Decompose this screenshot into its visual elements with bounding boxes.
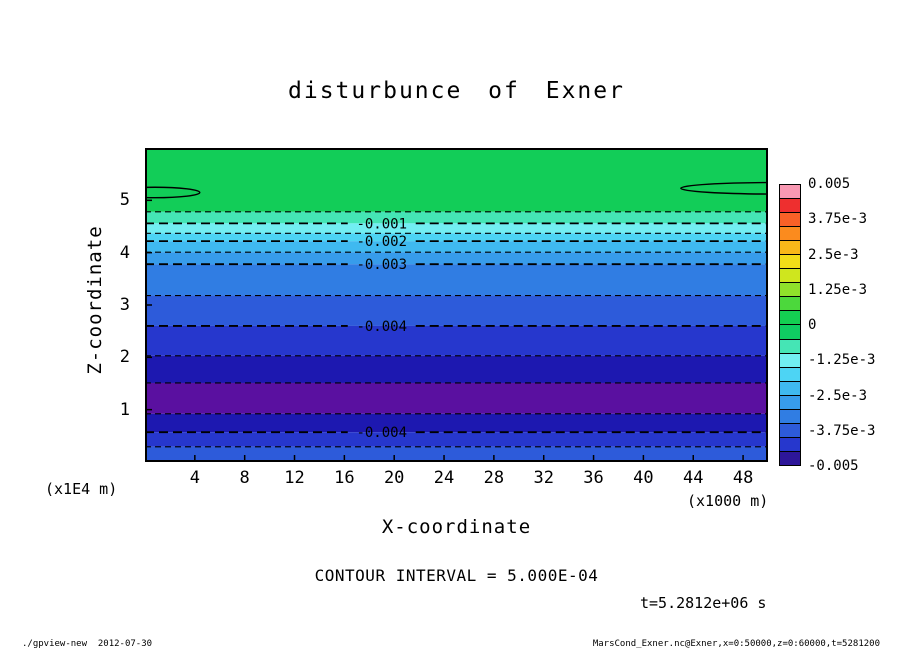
contour-band (145, 264, 768, 296)
x-tick-label: 44 (682, 468, 704, 488)
colorbar-segment (780, 409, 800, 424)
colorbar-segment (780, 269, 800, 284)
colorbar (779, 184, 801, 466)
colorbar-segment (780, 241, 800, 256)
colorbar-segment (780, 451, 800, 465)
colorbar-segment (780, 423, 800, 438)
contour-interval-label: CONTOUR INTERVAL = 5.000E-04 (314, 566, 599, 585)
colorbar-segment (780, 227, 800, 242)
footer-source: MarsCond_Exner.nc@Exner,x=0:50000,z=0:60… (592, 639, 880, 649)
contour-band (145, 382, 768, 414)
x-axis-unit: (x1000 m) (687, 492, 769, 510)
x-tick-label: 12 (284, 468, 305, 488)
colorbar-segment (780, 213, 800, 228)
colorbar-label: 2.5e-3 (808, 246, 859, 263)
x-tick-label: 28 (483, 468, 505, 488)
contour-band (145, 355, 768, 383)
x-tick-label: 48 (732, 468, 754, 488)
plot-border (145, 148, 768, 462)
contour-label: -0.003 (356, 257, 407, 273)
colorbar-segment (780, 339, 800, 354)
y-tick-label: 2 (119, 347, 130, 368)
x-tick-label: 32 (533, 468, 554, 488)
contour-band (145, 325, 768, 356)
footer-command: ./gpview-new 2012-07-30 (22, 639, 153, 649)
contour-band (145, 432, 768, 447)
colorbar-segment (780, 255, 800, 270)
colorbar-segment (780, 437, 800, 452)
y-tick-label: 1 (119, 399, 130, 420)
plot-area: -0.001 -0.002 -0.003 -0.004 -0.004 (145, 148, 768, 462)
x-axis-title: X-coordinate (381, 516, 532, 538)
x-tick-label: 40 (633, 468, 654, 488)
colorbar-labels: 0.005 3.75e-3 2.5e-3 1.25e-3 0 -1.25e-3 -2.5e-… (808, 176, 888, 474)
time-label: t=5.2812e+06 s (640, 594, 767, 612)
x-tick-label: 24 (433, 468, 455, 488)
contour-band (145, 223, 768, 234)
contour-label: -0.004 (356, 425, 407, 441)
x-tick-label: 36 (583, 468, 604, 488)
colorbar-segment (780, 325, 800, 340)
y-axis-unit: (x1E4 m) (45, 480, 118, 498)
colorbar-label: -0.005 (808, 458, 859, 474)
colorbar-label: 1.25e-3 (808, 281, 868, 298)
colorbar-label: 0.005 (808, 176, 851, 192)
contour-band (145, 252, 768, 265)
x-tick-label: 20 (383, 468, 405, 488)
contour-band (145, 233, 768, 242)
x-tick-label: 4 (189, 468, 200, 488)
y-tick-label: 3 (119, 295, 130, 315)
contour-label: -0.002 (356, 234, 407, 250)
colorbar-segment (780, 199, 800, 214)
zero-contour (145, 186, 201, 199)
colorbar-segment (780, 381, 800, 396)
contour-band (145, 446, 768, 462)
y-tick-labels: 1 2 3 4 5 (96, 148, 138, 462)
contour-label: -0.004 (356, 319, 407, 335)
colorbar-segment (780, 185, 800, 200)
contour-plot: -0.001 -0.002 -0.003 -0.004 -0.004 (145, 148, 768, 462)
contour-band (145, 148, 768, 212)
zero-contour (680, 181, 768, 195)
colorbar-segment (780, 283, 800, 298)
contour-label: -0.001 (356, 216, 407, 232)
colorbar-label: 3.75e-3 (808, 211, 868, 228)
colorbar-segment (780, 367, 800, 382)
colorbar-label: -2.5e-3 (808, 387, 868, 404)
colorbar-label: 0 (808, 317, 817, 333)
contour-band (145, 295, 768, 326)
y-tick-label: 5 (119, 190, 130, 211)
colorbar-label: -3.75e-3 (808, 422, 876, 439)
x-tick-labels: 4 8 12 16 20 24 28 32 36 40 44 48 (145, 468, 768, 490)
contour-band (145, 241, 768, 253)
colorbar-segment (780, 297, 800, 312)
y-tick-label: 4 (119, 242, 130, 263)
x-tick-label: 8 (239, 468, 250, 488)
plot-title: disturbunce of Exner (288, 78, 625, 104)
contour-band (145, 211, 768, 224)
x-tick-label: 16 (334, 468, 355, 488)
colorbar-segment (780, 311, 800, 326)
colorbar-segment (780, 395, 800, 410)
colorbar-segment (780, 353, 800, 368)
contour-band (145, 413, 768, 433)
colorbar-label: -1.25e-3 (808, 352, 876, 369)
